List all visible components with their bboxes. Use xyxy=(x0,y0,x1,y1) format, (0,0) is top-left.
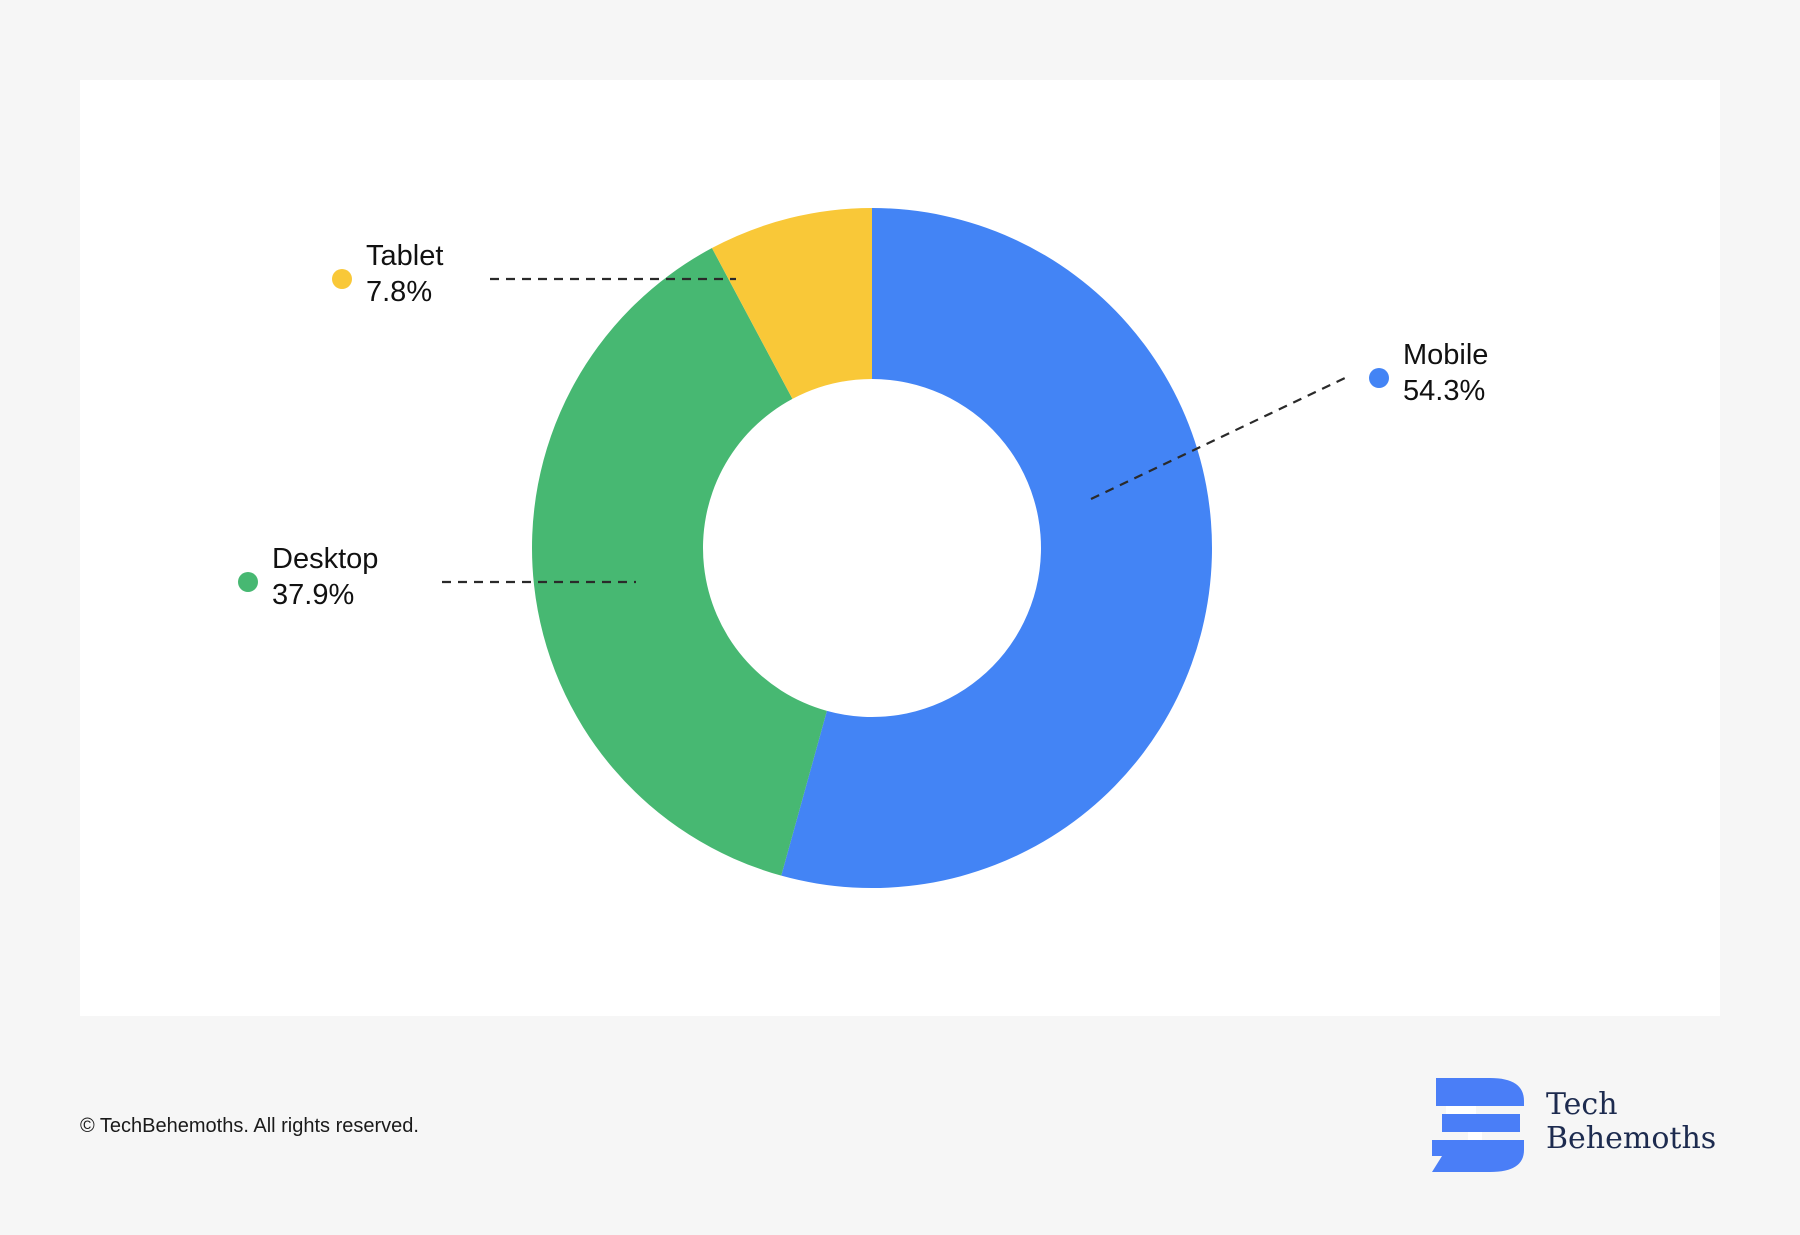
brand-logo[interactable]: Tech Behemoths xyxy=(1428,1074,1728,1176)
slice-tablet[interactable] xyxy=(711,208,872,399)
brand-name-line1: Tech xyxy=(1546,1087,1618,1122)
legend-label-mobile: Mobile xyxy=(1403,339,1488,371)
chart-card: Mobile 54.3% Desktop 37.9% Tablet 7.8% xyxy=(80,80,1720,1016)
legend-dot-desktop xyxy=(238,572,258,592)
donut-chart: Mobile 54.3% Desktop 37.9% Tablet 7.8% xyxy=(238,208,1488,888)
slice-mobile[interactable] xyxy=(781,208,1212,888)
legend-dot-tablet xyxy=(332,269,352,289)
slice-desktop[interactable] xyxy=(531,248,827,876)
copyright-notice: © TechBehemoths. All rights reserved. xyxy=(80,1115,419,1137)
legend-label-tablet: Tablet xyxy=(366,240,443,272)
legend-label-desktop: Desktop xyxy=(272,543,378,575)
brand-name-line2: Behemoths xyxy=(1546,1121,1717,1156)
legend-value-desktop: 37.9% xyxy=(272,579,354,611)
legend-value-tablet: 7.8% xyxy=(366,276,432,308)
legend-dot-mobile xyxy=(1369,368,1389,388)
logo-mark-icon xyxy=(1432,1078,1524,1172)
legend-value-mobile: 54.3% xyxy=(1403,375,1485,407)
